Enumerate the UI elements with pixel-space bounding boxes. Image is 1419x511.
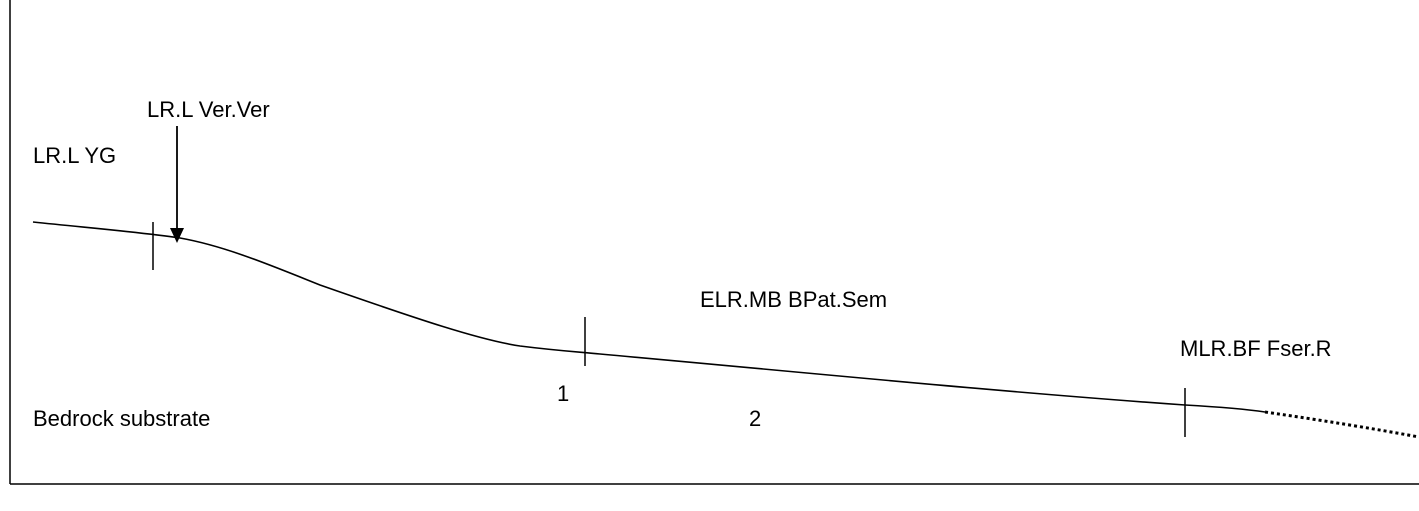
zone-number-1: 1 [557, 381, 570, 406]
profile-curve [32, 221, 1266, 413]
label-lr-l-ver-ver: LR.L Ver.Ver [147, 97, 270, 122]
label-mlr-bf-fser-r: MLR.BF Fser.R [1180, 336, 1332, 361]
label-bedrock-substrate: Bedrock substrate [33, 406, 211, 431]
profile-dotted-extension [1264, 410, 1419, 439]
label-lr-l-yg: LR.L YG [33, 143, 117, 168]
label-elr-mb-bpat-sem: ELR.MB BPat.Sem [700, 287, 888, 312]
zone-number-2: 2 [749, 406, 762, 431]
pointer-arrow-head [170, 228, 184, 243]
